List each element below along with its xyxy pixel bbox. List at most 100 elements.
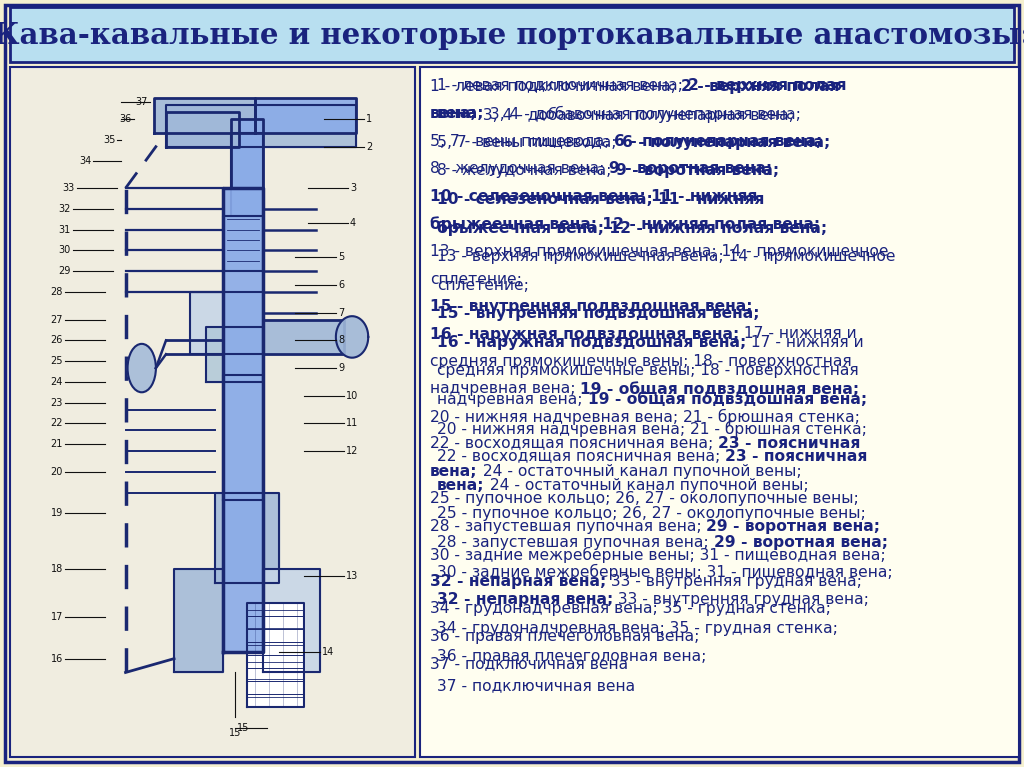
Text: 24: 24 bbox=[50, 377, 62, 387]
Text: 24 - остаточный канал пупочной вены;: 24 - остаточный канал пупочной вены; bbox=[484, 478, 808, 492]
Text: 13 - верхняя прямокишечная вена; 14 - прямокишечное: 13 - верхняя прямокишечная вена; 14 - пр… bbox=[437, 249, 896, 264]
FancyBboxPatch shape bbox=[420, 67, 1019, 757]
Text: 20 - нижняя надчревная вена; 21 - брюшная стенка;: 20 - нижняя надчревная вена; 21 - брюшна… bbox=[437, 420, 867, 436]
Text: 15 - внутренняя подвздошная вена;: 15 - внутренняя подвздошная вена; bbox=[430, 299, 753, 314]
Text: 1 - левая подключичная вена;: 1 - левая подключичная вена; bbox=[430, 79, 681, 94]
Polygon shape bbox=[174, 568, 222, 673]
Text: 3: 3 bbox=[350, 183, 356, 193]
Text: 36 - правая плечеголовная вена;: 36 - правая плечеголовная вена; bbox=[437, 649, 707, 664]
Text: 4: 4 bbox=[350, 218, 356, 228]
Text: 8 - желудочная вена;: 8 - желудочная вена; bbox=[437, 163, 616, 179]
Text: 17: 17 bbox=[50, 612, 62, 622]
Text: 31: 31 bbox=[58, 225, 71, 235]
Text: 6 - полунепарная вена;: 6 - полунепарная вена; bbox=[614, 134, 822, 149]
Text: 2: 2 bbox=[367, 142, 373, 152]
Text: 14: 14 bbox=[322, 647, 334, 657]
Text: 17 - нижняя и: 17 - нижняя и bbox=[746, 335, 864, 350]
Text: вена;: вена; bbox=[430, 464, 477, 479]
Polygon shape bbox=[207, 327, 263, 382]
Text: 15: 15 bbox=[237, 723, 249, 732]
Text: брыжеечная вена; 12 - нижняя полая вена;: брыжеечная вена; 12 - нижняя полая вена; bbox=[430, 216, 820, 232]
Text: 25: 25 bbox=[50, 356, 62, 366]
Text: 16 - наружная подвздошная вена;: 16 - наружная подвздошная вена; bbox=[430, 327, 739, 341]
Polygon shape bbox=[263, 568, 319, 673]
Polygon shape bbox=[230, 133, 263, 216]
Text: 12: 12 bbox=[346, 446, 358, 456]
Text: 23 - поясничная: 23 - поясничная bbox=[725, 449, 867, 464]
Text: сплетение;: сплетение; bbox=[437, 278, 529, 293]
Circle shape bbox=[128, 344, 156, 392]
Text: 3, 4 - добавочная полунепарная вена;: 3, 4 - добавочная полунепарная вена; bbox=[477, 107, 794, 123]
Text: 27: 27 bbox=[50, 314, 62, 324]
Text: 22 - восходящая поясничная вена;: 22 - восходящая поясничная вена; bbox=[430, 436, 718, 452]
Text: брыжеечная вена; 12 - нижняя полая вена;: брыжеечная вена; 12 - нижняя полая вена; bbox=[437, 221, 827, 236]
Text: 35: 35 bbox=[103, 135, 116, 145]
Text: 24 - остаточный канал пупочной вены;: 24 - остаточный канал пупочной вены; bbox=[477, 464, 801, 479]
Text: 29 - воротная вена;: 29 - воротная вена; bbox=[714, 535, 888, 550]
Text: Кава-кавальные и некоторые портокавальные анастомозы:: Кава-кавальные и некоторые портокавальны… bbox=[0, 21, 1024, 50]
FancyBboxPatch shape bbox=[10, 67, 415, 757]
Text: 16: 16 bbox=[50, 653, 62, 663]
Text: 16 - наружная подвздошная вена;: 16 - наружная подвздошная вена; bbox=[437, 335, 746, 350]
Polygon shape bbox=[166, 112, 239, 146]
Text: 9 - воротная вена;: 9 - воротная вена; bbox=[616, 163, 779, 179]
Text: 9: 9 bbox=[338, 363, 344, 373]
Text: 10: 10 bbox=[346, 390, 358, 400]
Text: вена;: вена; bbox=[437, 107, 484, 121]
Text: вена;: вена; bbox=[430, 107, 477, 121]
Text: 33: 33 bbox=[62, 183, 75, 193]
Text: 2 - верхняя полая: 2 - верхняя полая bbox=[681, 79, 840, 94]
Text: 1: 1 bbox=[367, 114, 373, 124]
Text: 18: 18 bbox=[50, 564, 62, 574]
Text: 10 - селезеночная вена; 11 - нижняя: 10 - селезеночная вена; 11 - нижняя bbox=[430, 189, 758, 204]
Text: 6: 6 bbox=[338, 280, 344, 290]
Text: 29: 29 bbox=[58, 266, 71, 276]
Text: 30 - задние межреберные вены; 31 - пищеводная вена;: 30 - задние межреберные вены; 31 - пищев… bbox=[437, 564, 893, 580]
Text: вена;: вена; bbox=[437, 478, 484, 492]
Text: 22: 22 bbox=[50, 419, 62, 429]
Text: 34 - грудонадчревная вена; 35 - грудная стенка;: 34 - грудонадчревная вена; 35 - грудная … bbox=[437, 621, 838, 636]
Text: 34: 34 bbox=[79, 156, 91, 166]
Ellipse shape bbox=[336, 316, 369, 357]
Text: 23 - поясничная: 23 - поясничная bbox=[718, 436, 860, 452]
Text: 7: 7 bbox=[338, 308, 344, 318]
Text: 28 - запустевшая пупочная вена;: 28 - запустевшая пупочная вена; bbox=[430, 519, 707, 534]
FancyBboxPatch shape bbox=[5, 5, 1019, 762]
Text: 34 - грудонадчревная вена; 35 - грудная стенка;: 34 - грудонадчревная вена; 35 - грудная … bbox=[430, 601, 830, 617]
Text: 19 - общая подвздошная вена;: 19 - общая подвздошная вена; bbox=[588, 392, 866, 407]
Polygon shape bbox=[263, 320, 344, 354]
Text: 25 - пупочное кольцо; 26, 27 - околопупочные вены;: 25 - пупочное кольцо; 26, 27 - околопупо… bbox=[430, 492, 859, 506]
Polygon shape bbox=[222, 216, 263, 272]
Polygon shape bbox=[154, 98, 255, 133]
Text: 30: 30 bbox=[58, 245, 71, 255]
Text: 20 - нижняя надчревная вена; 21 - брюшная стенка;: 20 - нижняя надчревная вена; 21 - брюшна… bbox=[430, 409, 860, 425]
Text: 2 - верхняя полая: 2 - верхняя полая bbox=[688, 77, 847, 93]
Text: 10 - селезеночная вена; 11 - нижняя: 10 - селезеночная вена; 11 - нижняя bbox=[437, 192, 765, 207]
Text: 5, 7 - вены пищевода;: 5, 7 - вены пищевода; bbox=[430, 134, 614, 149]
Text: 15 - внутренняя подвздошная вена;: 15 - внутренняя подвздошная вена; bbox=[437, 306, 760, 321]
Text: 15: 15 bbox=[228, 728, 241, 738]
Text: 3, 4 - добавочная полунепарная вена;: 3, 4 - добавочная полунепарная вена; bbox=[484, 107, 801, 123]
Text: 26: 26 bbox=[50, 335, 62, 345]
Text: 5, 7 - вены пищевода;: 5, 7 - вены пищевода; bbox=[437, 135, 622, 150]
Text: 19 - общая подвздошная вена;: 19 - общая подвздошная вена; bbox=[581, 381, 859, 397]
FancyBboxPatch shape bbox=[10, 7, 1014, 62]
Text: 9 - воротная вена;: 9 - воротная вена; bbox=[609, 162, 772, 176]
Polygon shape bbox=[255, 98, 356, 133]
Text: средняя прямокишечные вены; 18 - поверхностная: средняя прямокишечные вены; 18 - поверхн… bbox=[437, 364, 859, 378]
Text: 25 - пупочное кольцо; 26, 27 - околопупочные вены;: 25 - пупочное кольцо; 26, 27 - околопупо… bbox=[437, 506, 866, 522]
Text: 21: 21 bbox=[50, 439, 62, 449]
Text: 8 - желудочная вена;: 8 - желудочная вена; bbox=[430, 162, 609, 176]
Text: средняя прямокишечные вены; 18 - поверхностная: средняя прямокишечные вены; 18 - поверхн… bbox=[430, 354, 852, 369]
Polygon shape bbox=[230, 119, 263, 188]
Text: 6 - полунепарная вена;: 6 - полунепарная вена; bbox=[622, 135, 829, 150]
Text: 1 - левая подключичная вена;: 1 - левая подключичная вена; bbox=[437, 77, 688, 93]
Text: 20: 20 bbox=[50, 467, 62, 477]
Polygon shape bbox=[215, 492, 280, 583]
Text: 11: 11 bbox=[346, 419, 358, 429]
Text: 33 - внутренняя грудная вена;: 33 - внутренняя грудная вена; bbox=[606, 574, 862, 589]
Text: 13 - верхняя прямокишечная вена; 14 - прямокишечное: 13 - верхняя прямокишечная вена; 14 - пр… bbox=[430, 244, 889, 259]
Text: 33 - внутренняя грудная вена;: 33 - внутренняя грудная вена; bbox=[613, 592, 869, 607]
Text: 36 - правая плечеголовная вена;: 36 - правая плечеголовная вена; bbox=[430, 629, 699, 644]
Polygon shape bbox=[222, 375, 263, 499]
